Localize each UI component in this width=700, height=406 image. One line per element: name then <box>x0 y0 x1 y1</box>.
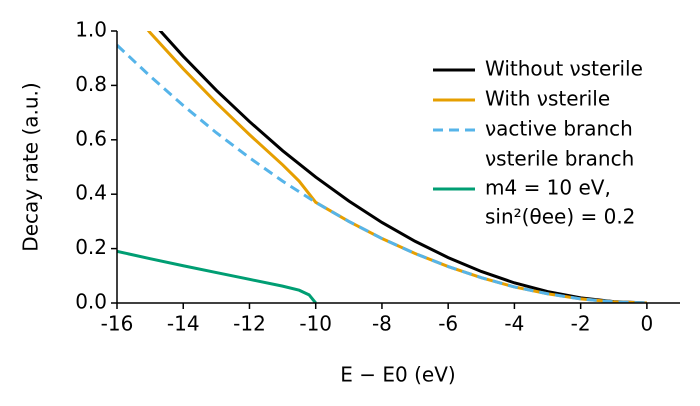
x-axis-label: E − E0 (eV) <box>340 363 455 387</box>
legend-label: m4 = 10 eV, <box>485 176 611 200</box>
x-tick-label: -2 <box>571 312 591 336</box>
y-axis-label: Decay rate (a.u.) <box>19 82 43 251</box>
y-tick-label: 0.4 <box>75 181 107 205</box>
x-tick-label: -8 <box>372 312 392 336</box>
plot-area <box>117 31 647 303</box>
legend-label: Without νsterile <box>485 57 643 81</box>
y-tick-label: 0.8 <box>75 72 107 96</box>
line-series <box>117 249 317 303</box>
legend-label: νsterile branch <box>485 147 634 171</box>
y-tick-label: 1.0 <box>75 18 107 42</box>
y-tick-label: 0.2 <box>75 235 107 259</box>
legend-label: νactive branch <box>485 117 633 141</box>
x-tick-label: -12 <box>233 312 266 336</box>
x-tick-label: 0 <box>641 312 654 336</box>
x-tick-label: -4 <box>504 312 524 336</box>
x-tick-label: -10 <box>299 312 332 336</box>
line-series <box>117 44 647 303</box>
x-tick-label: -16 <box>101 312 134 336</box>
y-tick-label: 0.0 <box>75 290 107 314</box>
legend-label: With νsterile <box>485 87 610 111</box>
x-tick-label: -14 <box>167 312 200 336</box>
x-tick-label: -6 <box>438 312 458 336</box>
legend-label: sin²(θee) = 0.2 <box>485 205 635 229</box>
y-tick-label: 0.6 <box>75 126 107 150</box>
line-series <box>158 31 647 303</box>
